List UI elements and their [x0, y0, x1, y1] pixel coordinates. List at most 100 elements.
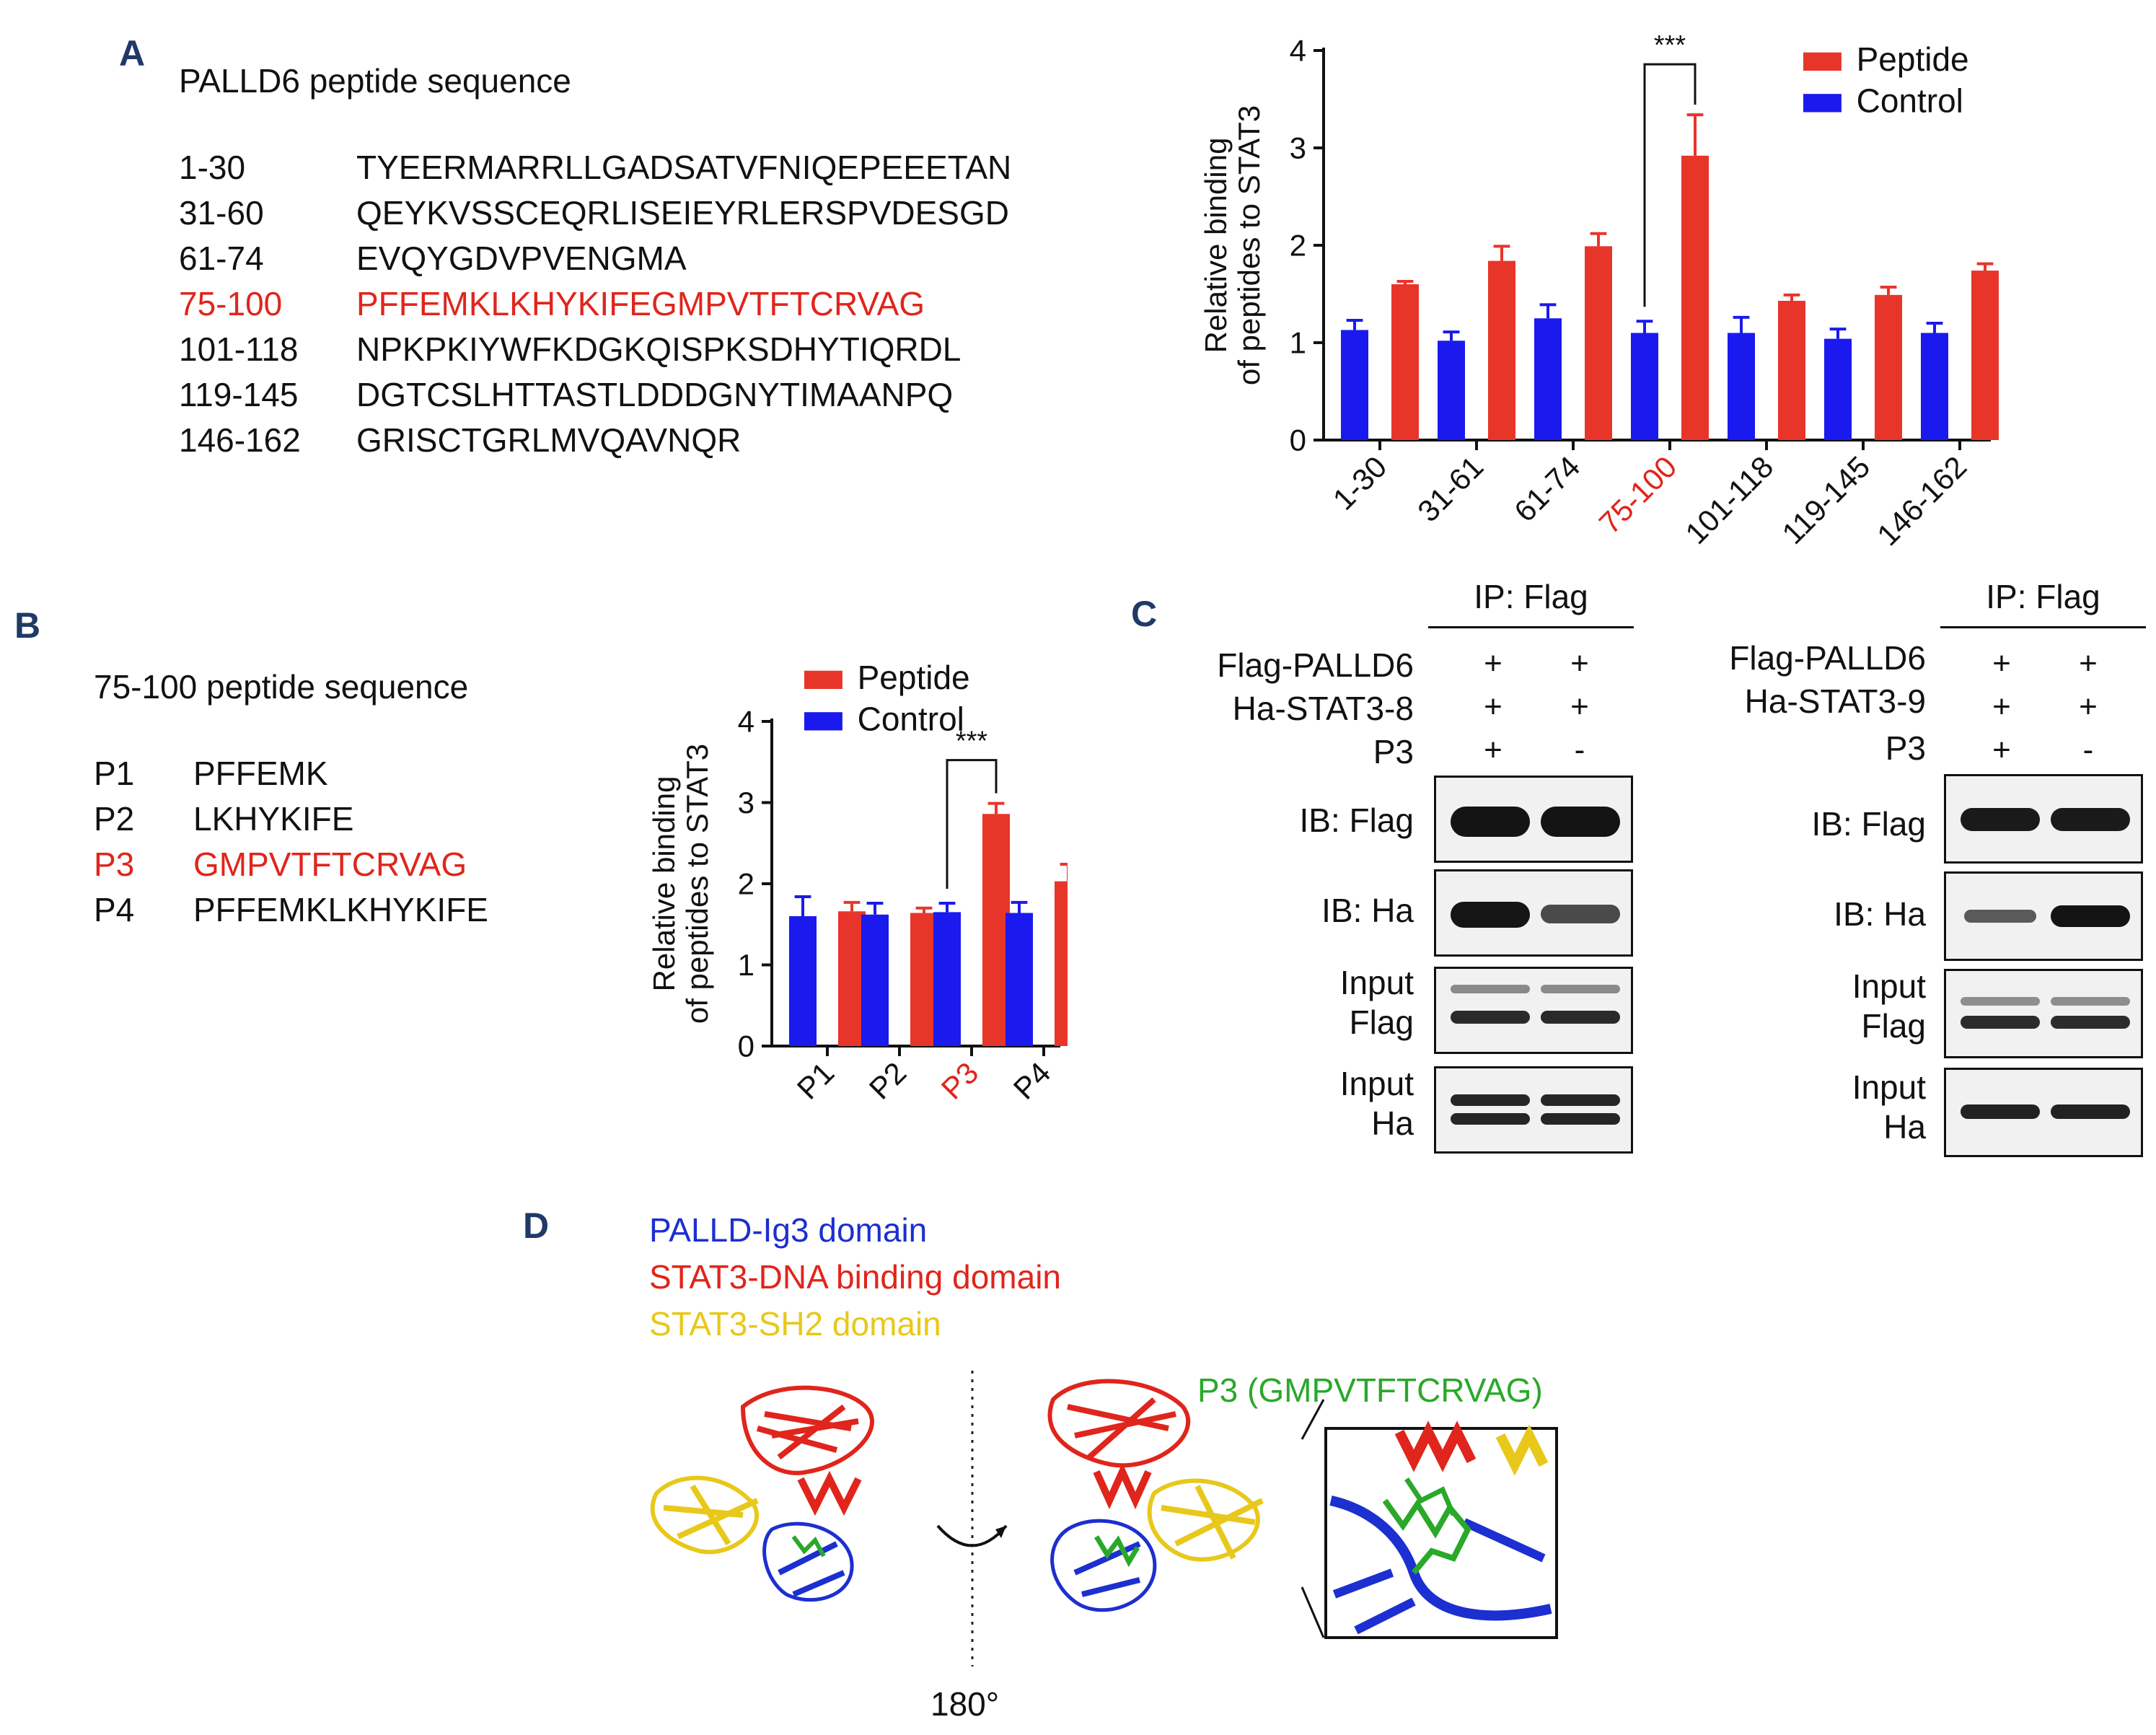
band [1541, 1113, 1620, 1125]
y-axis-label-line2: of peptides to STAT3 [680, 744, 714, 1024]
panel-a-sequence-3: PFFEMKLKHYKIFEGMPVTFTCRVAG [356, 285, 925, 322]
bar-peptide-P2 [910, 913, 938, 1046]
bar-peptide-101-118 [1778, 300, 1805, 440]
band [1451, 985, 1530, 993]
ib-ha-label-2: IB: Ha [1834, 895, 1926, 933]
legend-label-peptide: Peptide [858, 659, 970, 696]
panel-a-range-6: 146-162 [179, 421, 301, 459]
bar-control-119-145 [1824, 338, 1852, 440]
significance-bracket [1643, 63, 1697, 307]
blot-ib-flag-1 [1434, 776, 1633, 863]
chart-a: 0 1 2 3 4 Relative binding of peptides to STAT… [1199, 30, 1999, 552]
panel-label-a: A [119, 33, 146, 74]
x-tick-label: P2 [863, 1055, 913, 1106]
input-flag-label-1b: Flag [1349, 1003, 1414, 1041]
y-tick-label: 0 [738, 1029, 754, 1063]
band [2051, 808, 2130, 831]
bar-control-P1 [789, 916, 817, 1046]
panel-b-sequence-1: LKHYKIFE [193, 800, 354, 838]
legend-swatch-peptide [804, 670, 842, 689]
y-axis-label-line1: Relative binding [647, 776, 681, 992]
bar-control-75-100 [1631, 333, 1658, 440]
band [1541, 807, 1620, 837]
input-ha-label-1a: Input [1339, 1065, 1414, 1102]
panel-label-b: B [14, 605, 41, 646]
panel-a-title: PALLD6 peptide sequence [179, 62, 571, 100]
sign-2-r3-c2: - [2082, 732, 2094, 768]
y-tick-label: 0 [1290, 423, 1306, 457]
band [1451, 1113, 1530, 1125]
ip-line-2 [1940, 626, 2146, 628]
legend-swatch-control [804, 712, 842, 731]
sign-2-r2-c1: + [1992, 689, 2011, 724]
bar-peptide-1-30 [1391, 284, 1419, 440]
band [1541, 1011, 1620, 1024]
bar-control-61-74 [1534, 318, 1562, 440]
significance-bracket [946, 759, 998, 889]
ip-line-1 [1428, 626, 1634, 628]
bar-peptide-P4 [1055, 881, 1068, 1046]
y-axis-label-line2: of peptides to STAT3 [1232, 105, 1266, 385]
band [2051, 1016, 2130, 1029]
arrowhead-icon [995, 1526, 1006, 1538]
y-tick-label: 2 [1290, 229, 1306, 263]
band [1541, 985, 1620, 993]
input-ha-label-2b: Ha [1883, 1108, 1926, 1146]
bar-control-P4 [1006, 913, 1033, 1046]
y-tick-label: 4 [738, 705, 754, 739]
band [1961, 1104, 2040, 1119]
panel-b-sequence-2: GMPVTFTCRVAG [193, 845, 467, 883]
legend-sh2: STAT3-SH2 domain [649, 1305, 941, 1343]
blot-input-flag-2 [1944, 969, 2143, 1058]
panel-a-range-0: 1-30 [179, 149, 246, 186]
panel-a-range-3: 75-100 [179, 285, 283, 322]
x-tick-label: 119-145 [1775, 449, 1876, 550]
band [1961, 997, 2040, 1006]
significance-label: *** [956, 726, 987, 757]
blot-input-ha-1 [1434, 1066, 1633, 1154]
panel-a-sequence-0: TYEERMARRLLGADSATVFNIQEPEEETAN [356, 149, 1012, 186]
ip-label-1: IP: Flag [1474, 578, 1588, 615]
x-tick-label: 1-30 [1326, 449, 1394, 517]
sign-1-r1-c1: + [1484, 646, 1502, 681]
y-tick-label: 3 [1290, 131, 1306, 165]
protein-structure-right [1047, 1379, 1264, 1612]
bar-control-101-118 [1728, 333, 1755, 440]
rotation-label: 180° [930, 1685, 1000, 1723]
ib-ha-label-1: IB: Ha [1321, 892, 1414, 929]
y-tick-label: 2 [738, 867, 754, 901]
band [1451, 1094, 1530, 1106]
ib-flag-label-2: IB: Flag [1811, 805, 1926, 843]
p3-label-1: P3 [1373, 733, 1414, 770]
panel-a-sequence-5: DGTCSLHTTASTLDDDGNYTIMAANPQ [356, 376, 954, 413]
sign-1-r2-c1: + [1484, 689, 1502, 724]
zoom-inset [1301, 1399, 1558, 1639]
band [2051, 997, 2130, 1006]
panel-label-d: D [523, 1205, 550, 1246]
flag-palld6-label-1: Flag-PALLD6 [1217, 646, 1414, 684]
legend-swatch-peptide [1803, 52, 1842, 71]
panel-a-sequence-6: GRISCTGRLMVQAVNQR [356, 421, 742, 459]
ip-label-2: IP: Flag [1986, 578, 2100, 615]
x-tick-label: P1 [791, 1055, 841, 1106]
bar-control-P2 [861, 914, 889, 1046]
ha-stat3-label-1: Ha-STAT3-8 [1232, 690, 1414, 727]
sign-1-r3-c1: + [1484, 732, 1502, 768]
bar-control-31-61 [1438, 341, 1465, 440]
panel-a-range-5: 119-145 [179, 376, 299, 413]
bar-peptide-119-145 [1875, 294, 1902, 440]
ib-flag-label-1: IB: Flag [1299, 801, 1414, 839]
x-tick-label: P3 [935, 1055, 985, 1106]
band [1451, 1011, 1530, 1024]
bar-control-P3 [933, 912, 961, 1046]
band [1961, 1016, 2040, 1029]
blot-ib-ha-1 [1434, 869, 1633, 957]
band [2051, 1104, 2130, 1119]
band [1451, 902, 1530, 928]
input-flag-label-2a: Input [1852, 967, 1926, 1005]
p3-label-2: P3 [1885, 729, 1926, 767]
blot-ib-flag-2 [1944, 774, 2143, 864]
ha-stat3-label-2: Ha-STAT3-9 [1744, 682, 1926, 720]
flag-palld6-label-2: Flag-PALLD6 [1729, 639, 1926, 677]
panel-b-range-1: P2 [94, 800, 135, 838]
